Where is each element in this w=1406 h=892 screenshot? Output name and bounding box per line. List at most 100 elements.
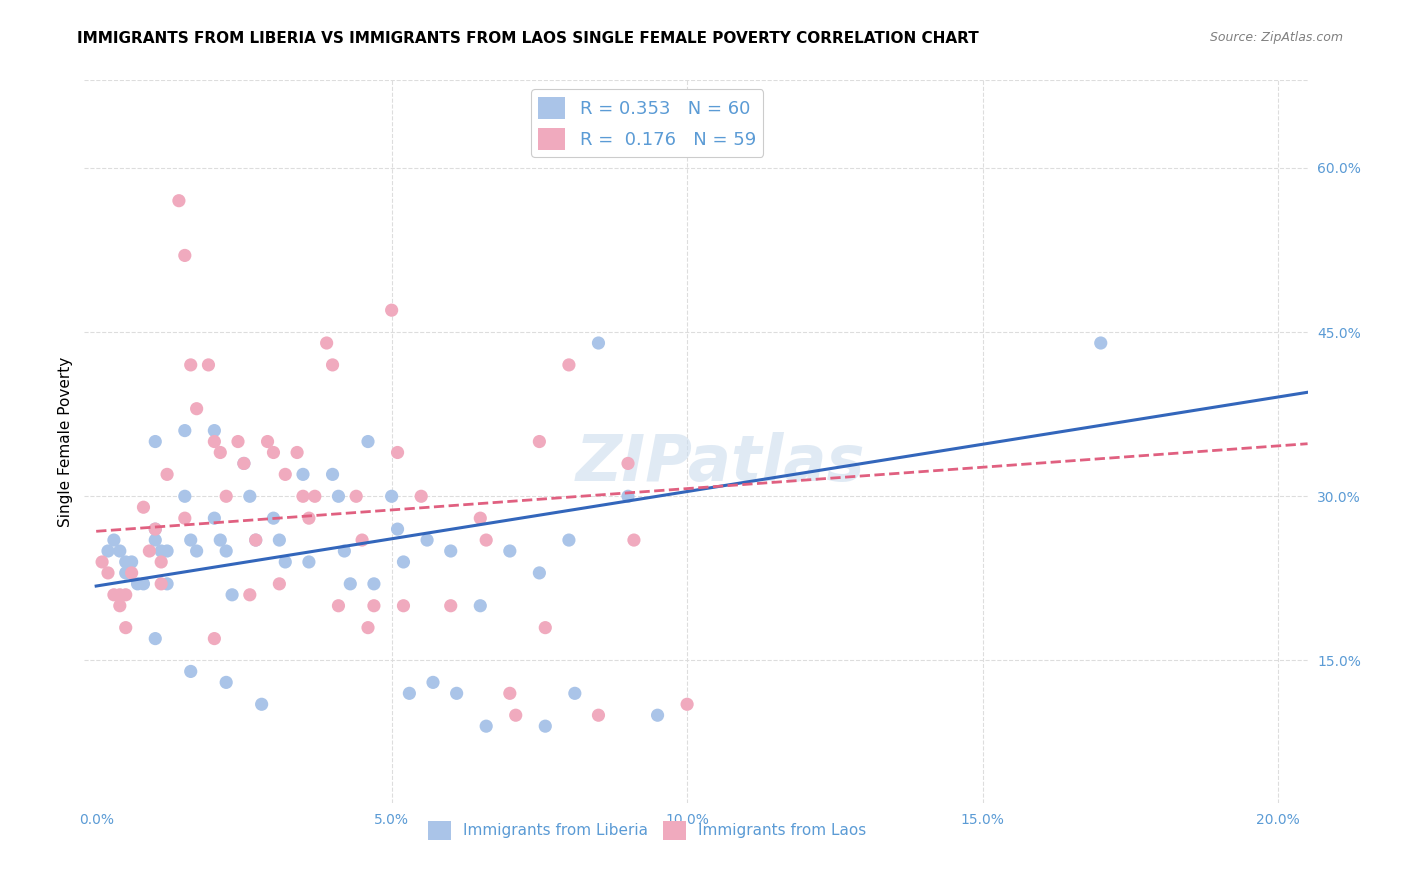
Point — [215, 544, 238, 558]
Point — [392, 599, 415, 613]
Point — [202, 511, 225, 525]
Point — [617, 489, 640, 503]
Point — [108, 588, 131, 602]
Point — [315, 336, 337, 351]
Point — [339, 577, 361, 591]
Point — [363, 599, 385, 613]
Point — [529, 434, 551, 449]
Point — [274, 467, 297, 482]
Point — [156, 467, 179, 482]
Point — [328, 489, 350, 503]
Point — [156, 577, 179, 591]
Point — [232, 457, 254, 471]
Point — [173, 248, 195, 262]
Point — [114, 588, 136, 602]
Point — [114, 566, 136, 580]
Point — [127, 577, 149, 591]
Point — [156, 544, 179, 558]
Point — [363, 577, 385, 591]
Point — [298, 511, 321, 525]
Point — [440, 544, 463, 558]
Point — [298, 555, 321, 569]
Point — [209, 445, 232, 459]
Point — [143, 522, 166, 536]
Point — [411, 489, 433, 503]
Point — [398, 686, 420, 700]
Point — [202, 632, 225, 646]
Point — [180, 665, 202, 679]
Point — [357, 621, 380, 635]
Point — [256, 434, 278, 449]
Point — [529, 566, 551, 580]
Point — [91, 555, 114, 569]
Point — [328, 599, 350, 613]
Point — [97, 566, 120, 580]
Point — [121, 566, 143, 580]
Point — [292, 467, 315, 482]
Point — [150, 544, 173, 558]
Point — [173, 424, 195, 438]
Point — [221, 588, 243, 602]
Point — [143, 632, 166, 646]
Text: ZIPatlas: ZIPatlas — [575, 433, 865, 494]
Point — [505, 708, 527, 723]
Point — [143, 434, 166, 449]
Point — [202, 424, 225, 438]
Point — [262, 511, 284, 525]
Point — [357, 434, 380, 449]
Point — [440, 599, 463, 613]
Point — [245, 533, 267, 547]
Point — [245, 533, 267, 547]
Point — [121, 555, 143, 569]
Legend: Immigrants from Liberia, Immigrants from Laos: Immigrants from Liberia, Immigrants from… — [422, 815, 873, 846]
Point — [180, 533, 202, 547]
Point — [202, 434, 225, 449]
Point — [143, 533, 166, 547]
Point — [186, 401, 208, 416]
Point — [381, 489, 404, 503]
Text: Source: ZipAtlas.com: Source: ZipAtlas.com — [1209, 31, 1343, 45]
Point — [180, 358, 202, 372]
Point — [132, 577, 155, 591]
Point — [132, 500, 155, 515]
Point — [150, 555, 173, 569]
Point — [138, 544, 160, 558]
Point — [416, 533, 439, 547]
Point — [470, 599, 492, 613]
Point — [209, 533, 232, 547]
Point — [647, 708, 669, 723]
Point — [475, 533, 498, 547]
Point — [475, 719, 498, 733]
Text: IMMIGRANTS FROM LIBERIA VS IMMIGRANTS FROM LAOS SINGLE FEMALE POVERTY CORRELATIO: IMMIGRANTS FROM LIBERIA VS IMMIGRANTS FR… — [77, 31, 979, 46]
Point — [108, 599, 131, 613]
Point — [392, 555, 415, 569]
Point — [387, 445, 409, 459]
Point — [215, 675, 238, 690]
Point — [499, 544, 522, 558]
Point — [676, 698, 699, 712]
Point — [173, 511, 195, 525]
Point — [114, 555, 136, 569]
Point — [322, 467, 344, 482]
Point — [422, 675, 444, 690]
Point — [262, 445, 284, 459]
Point — [623, 533, 645, 547]
Point — [322, 358, 344, 372]
Point — [564, 686, 586, 700]
Point — [558, 533, 581, 547]
Point — [103, 588, 125, 602]
Point — [333, 544, 356, 558]
Point — [1090, 336, 1112, 351]
Point — [173, 489, 195, 503]
Y-axis label: Single Female Poverty: Single Female Poverty — [58, 357, 73, 526]
Point — [470, 511, 492, 525]
Point — [617, 457, 640, 471]
Point — [269, 533, 291, 547]
Point — [232, 457, 254, 471]
Point — [344, 489, 367, 503]
Point — [97, 544, 120, 558]
Point — [381, 303, 404, 318]
Point — [274, 555, 297, 569]
Point — [226, 434, 249, 449]
Point — [588, 336, 610, 351]
